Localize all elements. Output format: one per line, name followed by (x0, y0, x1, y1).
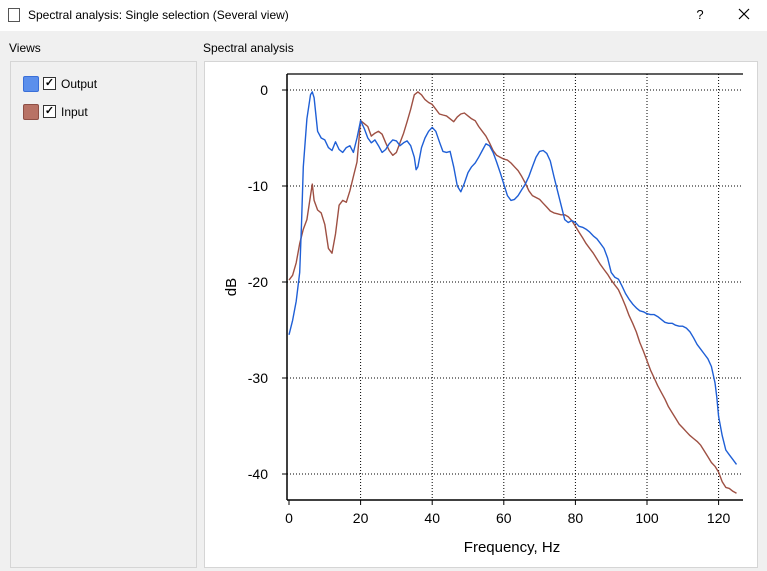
views-panel: ✓ Output ✓ Input (10, 61, 197, 568)
title-bar: Spectral analysis: Single selection (Sev… (0, 0, 767, 31)
window-icon (8, 8, 20, 22)
input-checkbox[interactable]: ✓ (43, 105, 56, 118)
help-button[interactable]: ? (696, 7, 704, 22)
x-tick-label: 100 (635, 510, 659, 526)
x-tick-label: 120 (707, 510, 731, 526)
x-tick-label: 0 (285, 510, 293, 526)
x-tick-label: 20 (353, 510, 369, 526)
plot-area (287, 74, 743, 500)
spectral-analysis-label: Spectral analysis (203, 41, 294, 55)
output-color-swatch[interactable] (23, 76, 39, 92)
y-tick-label: 0 (260, 82, 268, 98)
close-button[interactable] (728, 4, 760, 26)
views-label: Views (9, 41, 41, 55)
x-axis-title: Frequency, Hz (464, 539, 560, 556)
spectrum-chart[interactable]: 0 20 40 60 80 100 120 0 -10 -20 -30 -40 Frequency, H… (204, 61, 758, 568)
x-tick-label: 80 (568, 510, 584, 526)
y-tick-label: -10 (248, 178, 268, 194)
series-line-output (288, 91, 738, 465)
output-checkbox[interactable]: ✓ (43, 77, 56, 90)
x-tick-label: 60 (496, 510, 512, 526)
x-tick-label: 40 (424, 510, 440, 526)
close-icon (738, 8, 750, 20)
input-color-swatch[interactable] (23, 104, 39, 120)
input-label: Input (61, 105, 88, 119)
y-tick-label: -40 (248, 466, 268, 482)
y-tick-label: -30 (248, 370, 268, 386)
output-label: Output (61, 77, 98, 91)
y-axis-title: dB (223, 278, 240, 296)
y-tick-label: -20 (248, 274, 268, 290)
window-title: Spectral analysis: Single selection (Sev… (28, 8, 289, 22)
